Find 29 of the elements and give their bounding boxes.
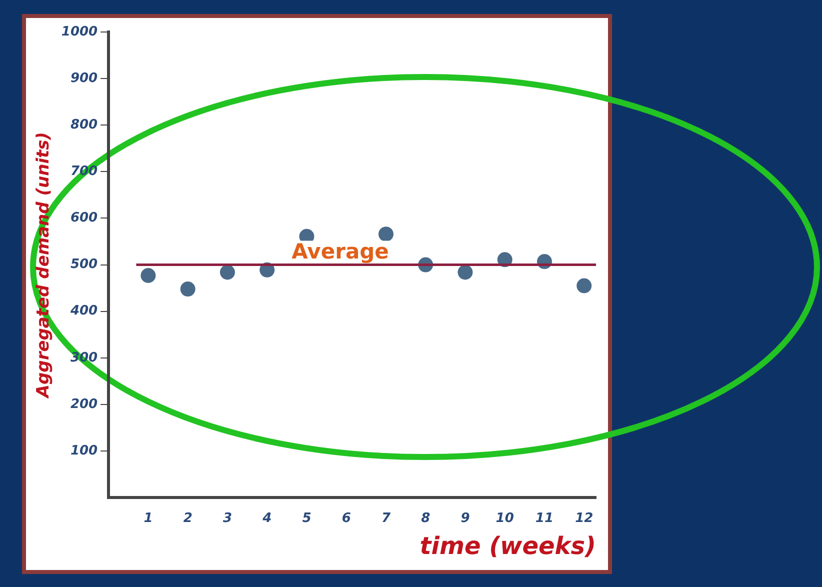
point: [180, 282, 196, 297]
y-tick-label: 200: [70, 396, 98, 412]
point: [140, 268, 156, 284]
point: [576, 278, 592, 294]
point: [220, 264, 235, 280]
y-tick-label: 400: [69, 304, 98, 319]
y-tick-label: 500: [70, 257, 98, 272]
x-tick-label: 11: [535, 510, 554, 526]
x-tick-label: 3: [222, 510, 232, 526]
y-tick-label: 800: [70, 117, 98, 132]
y-axis-title: Aggregated demand (units): [34, 132, 54, 400]
x-tick-label: 8: [421, 510, 430, 526]
x-tick-label: 4: [262, 510, 272, 526]
x-tick-label: 9: [460, 510, 470, 526]
y-tick-label: 600: [70, 210, 98, 226]
x-tick-label: 12: [575, 510, 594, 526]
point: [378, 226, 394, 242]
point: [458, 264, 473, 280]
x-tick-label: 2: [183, 510, 192, 526]
y-tick-label: 900: [70, 70, 98, 86]
y-tick-label: 100: [70, 443, 98, 458]
ref-line-label: Average: [292, 239, 389, 264]
y-tick-label: 1000: [61, 24, 98, 40]
x-tick-label: 5: [302, 510, 312, 526]
x-tick-label: 1: [144, 510, 153, 526]
x-tick-label: 10: [496, 510, 514, 526]
x-axis-title: time (weeks): [420, 532, 596, 560]
x-tick-label: 6: [342, 510, 351, 526]
x-tick-label: 7: [381, 510, 392, 526]
